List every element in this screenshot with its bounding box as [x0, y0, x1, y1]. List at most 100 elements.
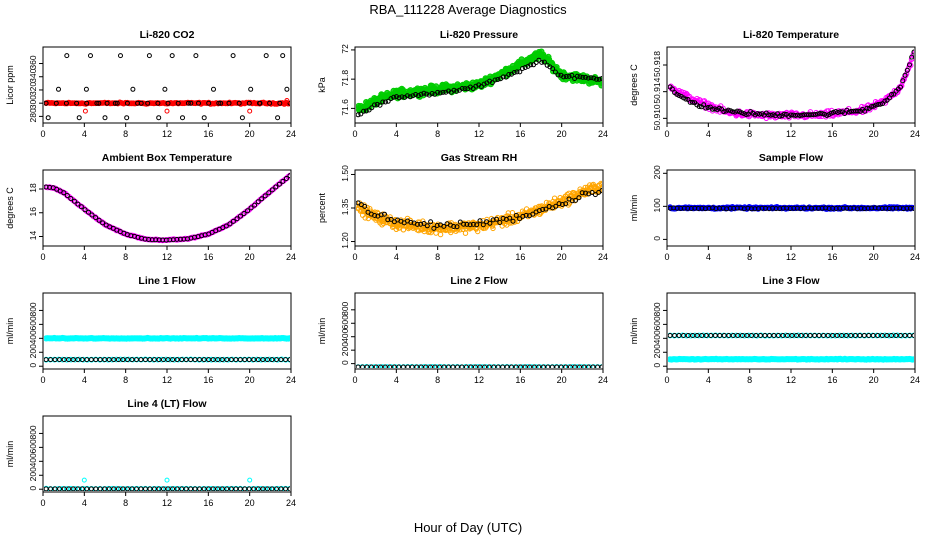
data-point: [105, 485, 111, 491]
data-point: [185, 100, 191, 106]
y-axis-label: Licor ppm: [5, 65, 15, 105]
x-tick-label: 20: [245, 252, 255, 262]
y-tick-label: 71.6: [340, 99, 350, 116]
data-point: [252, 202, 258, 208]
data-point: [247, 477, 253, 483]
data-point: [180, 115, 185, 121]
data-point: [799, 112, 805, 118]
data-point: [911, 333, 914, 338]
data-point: [734, 108, 740, 114]
data-point: [75, 201, 81, 207]
data-point: [216, 486, 223, 491]
data-point: [362, 203, 368, 209]
data-point: [196, 100, 201, 106]
panel-title: Li-820 Temperature: [743, 29, 839, 41]
data-point: [246, 100, 252, 106]
data-point: [258, 356, 264, 363]
data-point: [380, 364, 386, 368]
data-point: [382, 211, 387, 217]
data-point: [475, 364, 481, 368]
y-tick-label: 800: [28, 302, 38, 316]
data-point: [56, 86, 61, 92]
data-point: [749, 332, 756, 339]
data-point: [276, 181, 282, 187]
data-point: [167, 486, 173, 491]
data-point: [154, 356, 161, 363]
data-point: [490, 225, 496, 232]
data-point: [94, 100, 100, 106]
data-point: [374, 101, 380, 107]
x-tick-label: 24: [286, 498, 296, 508]
data-point: [155, 100, 161, 106]
x-tick-label: 16: [515, 375, 525, 385]
data-point: [255, 199, 261, 205]
data-point: [278, 357, 284, 363]
data-point: [224, 357, 230, 363]
data-point: [582, 364, 589, 368]
data-point: [424, 223, 430, 229]
data-point: [361, 108, 367, 114]
data-point: [431, 225, 437, 231]
data-point: [225, 356, 231, 363]
data-point: [208, 486, 215, 491]
data-point: [828, 110, 834, 116]
data-point: [853, 108, 859, 114]
data-point: [425, 364, 432, 368]
y-tick-label: 100: [652, 198, 662, 212]
data-point: [791, 332, 797, 339]
x-tick-label: 12: [786, 375, 796, 385]
x-tick-label: 4: [706, 375, 711, 385]
data-point: [762, 333, 768, 338]
data-point: [86, 209, 91, 215]
data-point: [57, 486, 63, 491]
data-point: [380, 99, 386, 105]
data-point: [795, 332, 802, 339]
data-point: [696, 332, 702, 339]
x-tick-label: 4: [706, 129, 711, 139]
y-tick-label: 300: [28, 95, 38, 109]
data-point: [710, 106, 716, 112]
data-point: [552, 69, 558, 75]
x-tick-label: 24: [910, 252, 920, 262]
data-point: [109, 485, 116, 491]
data-point: [424, 91, 430, 97]
data-point: [68, 356, 74, 363]
data-point: [679, 332, 686, 339]
data-point: [356, 112, 361, 118]
data-point: [478, 84, 484, 89]
y-tick-label: 50.910: [652, 104, 662, 130]
data-point: [594, 187, 601, 193]
x-tick-label: 0: [352, 375, 357, 385]
data-point: [429, 364, 436, 368]
data-point: [171, 356, 178, 363]
data-point: [248, 205, 254, 211]
data-point: [216, 100, 222, 106]
data-point: [254, 356, 260, 363]
data-point: [138, 357, 144, 363]
series-black: [44, 357, 290, 363]
data-point: [539, 59, 545, 65]
data-point: [163, 486, 169, 491]
y-tick-label: 0: [340, 360, 350, 365]
x-tick-label: 0: [664, 375, 669, 385]
data-point: [464, 221, 470, 227]
data-point: [121, 356, 128, 363]
y-tick-label: 360: [28, 55, 38, 69]
data-point: [227, 221, 233, 227]
data-point: [788, 112, 794, 118]
data-point: [399, 94, 405, 100]
y-axis-label: degrees C: [629, 64, 639, 106]
data-point: [705, 105, 711, 110]
data-points: [356, 180, 602, 238]
data-point: [417, 364, 423, 368]
data-point: [911, 50, 914, 56]
data-point: [570, 364, 576, 368]
y-tick-label: 600: [28, 439, 38, 453]
x-tick-label: 8: [123, 129, 128, 139]
data-point: [733, 332, 740, 339]
data-point: [113, 356, 120, 363]
data-point: [810, 112, 816, 118]
data-point: [385, 217, 391, 223]
data-point: [80, 356, 87, 363]
data-point: [169, 53, 175, 59]
